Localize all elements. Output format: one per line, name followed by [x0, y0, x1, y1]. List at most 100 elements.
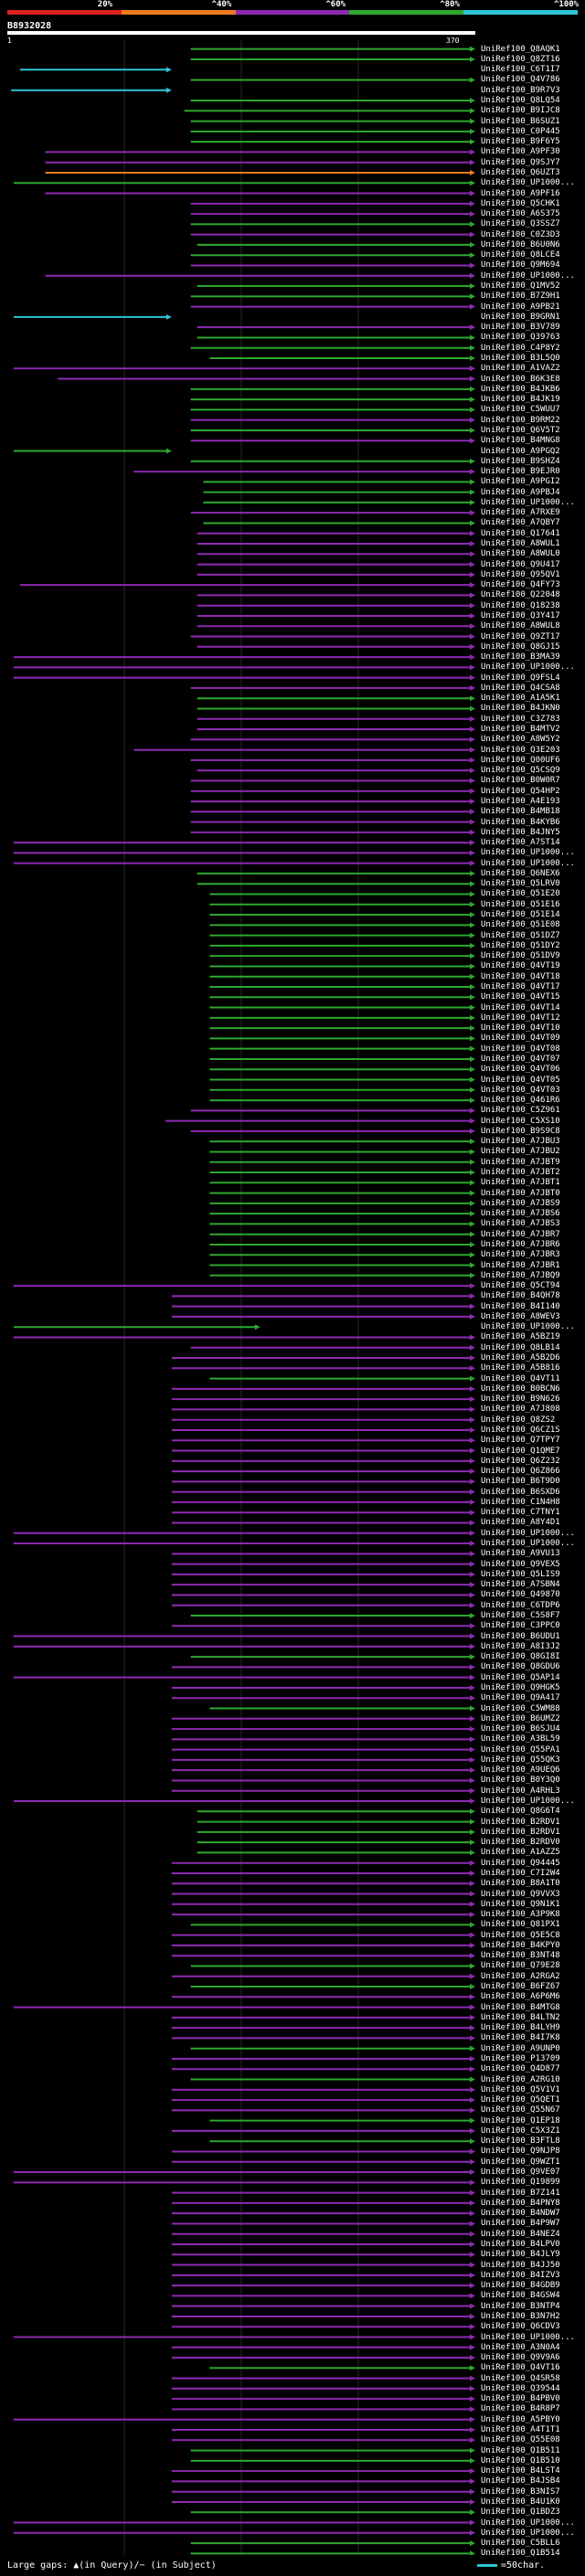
hit-label[interactable]: UniRef100_Q4VT07 [481, 1054, 560, 1064]
hit-label[interactable]: UniRef100_B4JKN0 [481, 704, 560, 714]
hit-label[interactable]: UniRef100_Q4VT09 [481, 1034, 560, 1044]
hit-label[interactable]: UniRef100_Q8GDU6 [481, 1662, 560, 1672]
hit-label[interactable]: UniRef100_A1AZZ5 [481, 1848, 560, 1858]
hit-label[interactable]: UniRef100_B2RDV1 [481, 1827, 560, 1837]
hit-label[interactable]: UniRef100_B3MA39 [481, 652, 560, 663]
hit-label[interactable]: UniRef100_B6UMZ2 [481, 1713, 560, 1723]
hit-label[interactable]: UniRef100_B4NEZ4 [481, 2229, 560, 2239]
hit-label[interactable]: UniRef100_Q6UZT3 [481, 167, 560, 177]
hit-label[interactable]: UniRef100_A7JBT9 [481, 1157, 560, 1167]
hit-label[interactable]: UniRef100_B6T9D0 [481, 1477, 560, 1487]
hit-label[interactable]: UniRef100_B7Z141 [481, 2188, 560, 2198]
hit-label[interactable]: UniRef100_B4U1K0 [481, 2496, 560, 2507]
hit-label[interactable]: UniRef100_B4JNY5 [481, 827, 560, 837]
hit-label[interactable]: UniRef100_A7JBT2 [481, 1168, 560, 1178]
hit-label[interactable]: UniRef100_B9SHZ4 [481, 456, 560, 466]
hit-label[interactable]: UniRef100_B4JLY9 [481, 2250, 560, 2260]
hit-label[interactable]: UniRef100_Q4VT18 [481, 971, 560, 981]
hit-label[interactable]: UniRef100_Q5CT94 [481, 1281, 560, 1291]
hit-label[interactable]: UniRef100_C3PPC0 [481, 1621, 560, 1631]
hit-label[interactable]: UniRef100_A2RGA2 [481, 1971, 560, 1981]
hit-label[interactable]: UniRef100_Q5V1V1 [481, 2084, 560, 2094]
hit-label[interactable]: UniRef100_A8WUL1 [481, 539, 560, 549]
hit-label[interactable]: UniRef100_B9R7V3 [481, 85, 560, 95]
hit-label[interactable]: UniRef100_A8W5Y2 [481, 735, 560, 745]
hit-label[interactable]: UniRef100_B4R8P7 [481, 2404, 560, 2414]
hit-label[interactable]: UniRef100_Q5LRV0 [481, 879, 560, 889]
hit-label[interactable]: UniRef100_Q4SR58 [481, 2373, 560, 2383]
hit-label[interactable]: UniRef100_B6SUZ1 [481, 116, 560, 126]
hit-label[interactable]: UniRef100_B9S9C8 [481, 1126, 560, 1136]
hit-label[interactable]: UniRef100_Q9VVX3 [481, 1889, 560, 1899]
hit-label[interactable]: UniRef100_C5Z961 [481, 1106, 560, 1116]
hit-label[interactable]: UniRef100_B4KPY0 [481, 1940, 560, 1950]
hit-label[interactable]: UniRef100_Q18238 [481, 600, 560, 610]
hit-label[interactable]: UniRef100_UP1000... [481, 1797, 575, 1807]
hit-label[interactable]: UniRef100_A7QBY7 [481, 518, 560, 528]
hit-label[interactable]: UniRef100_Q4VT19 [481, 961, 560, 971]
hit-label[interactable]: UniRef100_C0P445 [481, 126, 560, 136]
hit-label[interactable]: UniRef100_B9RM22 [481, 415, 560, 425]
hit-label[interactable]: UniRef100_Q9FSL4 [481, 673, 560, 683]
hit-label[interactable]: UniRef100_A8I3J2 [481, 1641, 560, 1651]
hit-label[interactable]: UniRef100_A1A5K1 [481, 694, 560, 704]
hit-label[interactable]: UniRef100_Q461R6 [481, 1096, 560, 1106]
hit-label[interactable]: UniRef100_A3BL59 [481, 1734, 560, 1744]
hit-label[interactable]: UniRef100_Q1B511 [481, 2445, 560, 2455]
hit-label[interactable]: UniRef100_B0Y3Q0 [481, 1776, 560, 1786]
hit-label[interactable]: UniRef100_C5WUU7 [481, 405, 560, 415]
hit-label[interactable]: UniRef100_A3N0A4 [481, 2342, 560, 2352]
hit-label[interactable]: UniRef100_B8A1T0 [481, 1879, 560, 1889]
hit-label[interactable]: UniRef100_A2RG10 [481, 2074, 560, 2084]
hit-label[interactable]: UniRef100_B3NTP4 [481, 2301, 560, 2311]
hit-label[interactable]: UniRef100_Q6Z232 [481, 1456, 560, 1466]
hit-label[interactable]: UniRef100_B6U0N6 [481, 239, 560, 249]
hit-label[interactable]: UniRef100_C7I2W4 [481, 1868, 560, 1878]
hit-label[interactable]: UniRef100_A8WUL0 [481, 549, 560, 559]
hit-label[interactable]: UniRef100_A4RHL3 [481, 1786, 560, 1796]
hit-label[interactable]: UniRef100_Q9VEX5 [481, 1559, 560, 1569]
hit-label[interactable]: UniRef100_Q22048 [481, 590, 560, 600]
hit-label[interactable]: UniRef100_Q49870 [481, 1590, 560, 1600]
hit-label[interactable]: UniRef100_UP1000... [481, 1539, 575, 1549]
hit-label[interactable]: UniRef100_B3V789 [481, 323, 560, 333]
hit-label[interactable]: UniRef100_B6SXD6 [481, 1487, 560, 1497]
hit-label[interactable]: UniRef100_B3NIS7 [481, 2486, 560, 2496]
hit-label[interactable]: UniRef100_A9PGQ2 [481, 446, 560, 456]
hit-label[interactable]: UniRef100_A7JBR6 [481, 1239, 560, 1249]
hit-label[interactable]: UniRef100_Q1BDZ3 [481, 2507, 560, 2518]
hit-label[interactable]: UniRef100_B9N626 [481, 1394, 560, 1405]
hit-label[interactable]: UniRef100_Q51DZ7 [481, 930, 560, 940]
hit-label[interactable]: UniRef100_A9PF30 [481, 147, 560, 157]
hit-label[interactable]: UniRef100_Q6Z866 [481, 1467, 560, 1477]
hit-label[interactable]: UniRef100_B4PNY8 [481, 2198, 560, 2208]
hit-label[interactable]: UniRef100_A1VAZ2 [481, 364, 560, 374]
hit-label[interactable]: UniRef100_A9UEQ6 [481, 1765, 560, 1776]
hit-label[interactable]: UniRef100_Q4VT12 [481, 1012, 560, 1023]
hit-label[interactable]: UniRef100_Q5LIS9 [481, 1569, 560, 1579]
hit-label[interactable]: UniRef100_Q51DV9 [481, 951, 560, 961]
hit-label[interactable]: UniRef100_Q19899 [481, 2178, 560, 2188]
hit-label[interactable]: UniRef100_B4MTV2 [481, 725, 560, 735]
hit-label[interactable]: UniRef100_Q3SSZ7 [481, 219, 560, 229]
hit-label[interactable]: UniRef100_UP1000... [481, 178, 575, 188]
hit-label[interactable]: UniRef100_Q4CSA8 [481, 683, 560, 693]
hit-label[interactable]: UniRef100_Q6CDV3 [481, 2322, 560, 2332]
hit-label[interactable]: UniRef100_B4GDB9 [481, 2281, 560, 2291]
hit-label[interactable]: UniRef100_Q9HGK5 [481, 1682, 560, 1692]
hit-label[interactable]: UniRef100_Q55PA1 [481, 1744, 560, 1754]
hit-label[interactable]: UniRef100_Q1EP18 [481, 2115, 560, 2125]
hit-label[interactable]: UniRef100_Q39763 [481, 333, 560, 343]
hit-label[interactable]: UniRef100_A7JBT0 [481, 1188, 560, 1198]
hit-label[interactable]: UniRef100_UP1000... [481, 1528, 575, 1538]
hit-label[interactable]: UniRef100_Q8ZS2 [481, 1415, 556, 1425]
hit-label[interactable]: UniRef100_B9F6Y5 [481, 137, 560, 147]
hit-label[interactable]: UniRef100_Q5AP14 [481, 1672, 560, 1682]
hit-label[interactable]: UniRef100_B0BCN6 [481, 1383, 560, 1394]
hit-label[interactable]: UniRef100_B4JK19 [481, 395, 560, 405]
hit-label[interactable]: UniRef100_B4I140 [481, 1301, 560, 1311]
hit-label[interactable]: UniRef100_B9GRN1 [481, 312, 560, 322]
hit-label[interactable]: UniRef100_A7JBU2 [481, 1147, 560, 1157]
hit-label[interactable]: UniRef100_Q94445 [481, 1858, 560, 1868]
hit-label[interactable]: UniRef100_C3Z783 [481, 714, 560, 724]
